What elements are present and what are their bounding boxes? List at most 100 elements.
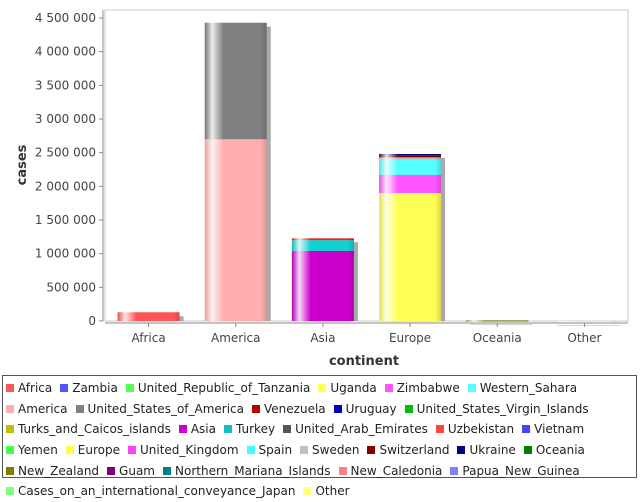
y-tick-label: 4 500 000 [35,11,96,25]
y-tick-label: 500 000 [46,280,96,294]
legend-label: Papua_New_Guinea [462,463,580,478]
legend-label: Switzerland [379,443,450,458]
x-tick-label: Other [567,331,601,345]
bar-chart: 0 500 000 1 000 000 1 500 000 2 000 000 2 500… [15,9,629,369]
x-tick-label: Oceania [473,331,522,345]
legend-item: Africa [6,378,52,399]
legend-item: United_States_Virgin_Islands [404,399,589,420]
legend-label: Europe [77,443,120,458]
legend-label: United_States_Virgin_Islands [416,401,589,416]
legend-item: United_Republic_of_Tanzania [125,378,311,399]
legend-swatch [333,404,342,413]
bar-shadow [557,324,620,326]
legend-label: Uruguay [345,401,397,416]
legend-swatch [252,404,261,413]
legend-item: Vietnam [522,419,584,440]
bar-segment-asia-turkey [291,240,354,251]
legend-swatch [367,446,376,455]
bar-segment-europe-europe [379,193,442,321]
y-axis-label: cases [15,144,30,185]
legend-swatch [384,384,393,393]
legend-item: United_States_of_America [75,399,245,420]
legend-label: Oceania [535,443,585,458]
legend-swatch [246,446,255,455]
legend-item: New_Zealand [6,460,99,481]
legend-label: United_Republic_of_Tanzania [137,381,311,396]
legend-label: United_States_of_America [87,401,245,416]
legend-label: Cases_on_an_international_conveyance_Jap… [18,484,296,499]
legend-swatch [224,425,232,434]
legend-label: Northern_Mariana_Islands [175,463,331,478]
legend-swatch [163,466,171,475]
legend-item: Venezuela [252,399,326,420]
legend-item: United_Arab_Emirates [283,419,428,440]
bar-segment-europe-switzerland [379,155,442,158]
legend-item: Other [303,481,350,502]
legend-item: New_Caledonia [338,460,442,481]
legend-label: Turks_and_Caicos_islands [18,422,171,437]
legend-item: Oceania [523,440,585,461]
legend-item: Asia [178,419,216,440]
legend-swatch [338,466,347,475]
legend-item: America [6,399,68,420]
y-tick-label: 3 500 000 [35,78,96,92]
plot-area [104,9,629,322]
legend-item: Guam [107,460,155,481]
legend-label: Spain [258,443,293,458]
bar-segment-america-united-states-of-america [204,22,267,140]
legend-swatch [450,466,459,475]
legend-label: Western_Sahara [479,381,578,396]
legend-swatch [523,446,532,455]
legend-label: Sweden [312,443,360,458]
legend-item: Uzbekistan [435,419,515,440]
legend-swatch [303,487,312,496]
bar-segment-europe-sweden [379,157,442,160]
x-axis-label: continent [329,354,399,369]
y-axis: 0 500 000 1 000 000 1 500 000 2 000 000 2 500… [35,10,104,328]
legend-item: Zimbabwe [384,378,460,399]
legend-label: Ukraine [469,443,516,458]
legend-item: Switzerland [367,440,449,461]
legend-label: Zambia [72,381,118,396]
legend-swatch [107,466,116,475]
bar-segment-europe-spain [379,159,442,175]
legend-swatch [128,446,136,455]
legend-swatch [300,446,309,455]
legend-swatch [6,404,14,413]
legend-label: America [18,401,68,416]
legend-item: Northern_Mariana_Islands [163,460,331,481]
legend-item: Europe [65,440,120,461]
x-tick-label: Europe [389,331,431,345]
bar-segment-asia-united-arab-emirates [291,238,354,241]
legend-item: United_Kingdom [128,440,239,461]
y-tick-label: 4 000 000 [35,45,96,59]
bar-segment-other-other [553,320,616,322]
legend-swatch [60,384,69,393]
legend-swatch [6,487,14,496]
legend-swatch [522,425,531,434]
legend-item: Papua_New_Guinea [450,460,580,481]
legend-swatch [457,446,466,455]
legend-label: Venezuela [264,401,326,416]
legend-label: Yemen [18,443,58,458]
legend-item: Cases_on_an_international_conveyance_Jap… [6,481,295,502]
bar-segment-asia-uzbekistan [291,238,354,240]
legend-item: Sweden [300,440,359,461]
legend-item: Spain [246,440,293,461]
legend-swatch [6,466,14,475]
bar-series [117,22,620,326]
legend-swatch [283,425,292,434]
x-tick-label: Africa [131,331,165,345]
bar-segment-asia-asia [291,250,354,321]
legend-label: Uzbekistan [447,422,515,437]
legend-swatch [435,425,444,434]
legend-swatch [125,384,134,393]
legend-swatch [6,446,14,455]
y-tick-label: 3 000 000 [35,112,96,126]
legend-label: Uganda [330,381,377,396]
legend-label: Zimbabwe [396,381,460,396]
legend-item: Yemen [6,440,58,461]
bar-segment-africa-africa [117,312,180,321]
y-tick-label: 2 000 000 [35,179,96,193]
legend-label: Other [315,484,350,499]
